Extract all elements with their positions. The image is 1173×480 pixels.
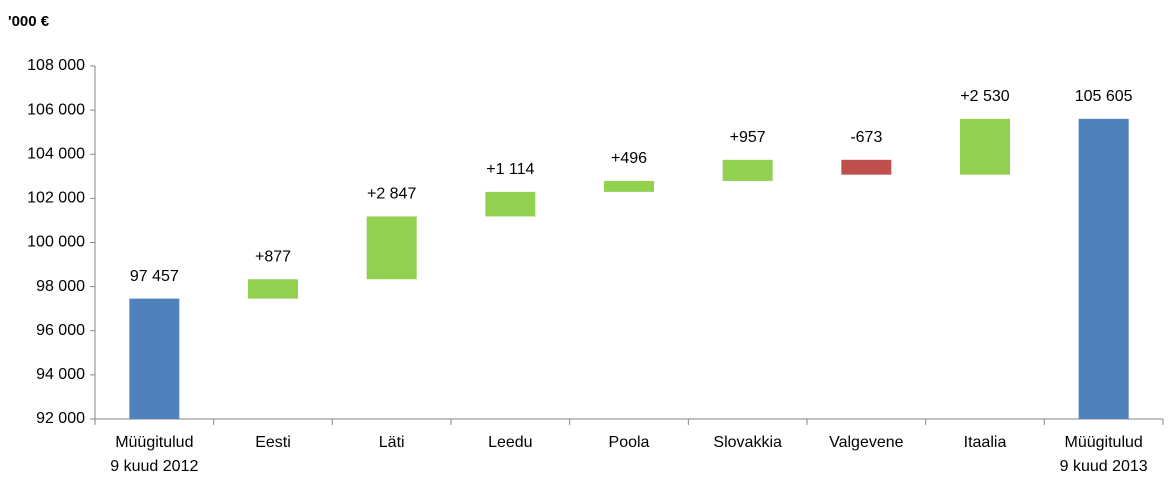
x-tick-label: Müügitulud 9 kuud 2012 bbox=[110, 434, 198, 475]
bar bbox=[1078, 118, 1129, 419]
bar bbox=[485, 191, 536, 217]
bar bbox=[722, 159, 773, 181]
y-tick-label: 100 000 bbox=[27, 234, 85, 251]
data-label: +2 530 bbox=[960, 88, 1009, 105]
bar bbox=[366, 216, 417, 280]
x-tick-label: Läti bbox=[379, 434, 405, 451]
y-tick-label: 96 000 bbox=[36, 322, 85, 339]
axis-unit-label: '000 € bbox=[8, 13, 50, 30]
x-tick-label: Slovakkia bbox=[713, 434, 782, 451]
x-tick-label: Itaalia bbox=[964, 434, 1007, 451]
x-tick-label: Müügitulud 9 kuud 2013 bbox=[1060, 434, 1148, 475]
bar bbox=[248, 279, 298, 299]
data-label: 97 457 bbox=[130, 268, 179, 285]
y-tick-label: 98 000 bbox=[36, 278, 85, 295]
bar bbox=[604, 180, 654, 192]
y-tick-label: 106 000 bbox=[27, 101, 85, 118]
x-tick-label: Poola bbox=[609, 434, 650, 451]
bar bbox=[129, 298, 180, 419]
data-label: -673 bbox=[850, 129, 882, 146]
y-tick-label: 92 000 bbox=[36, 410, 85, 427]
y-tick-label: 108 000 bbox=[27, 57, 85, 74]
y-tick-label: 102 000 bbox=[27, 190, 85, 207]
data-label: 105 605 bbox=[1075, 88, 1133, 105]
data-label: +1 114 bbox=[486, 161, 534, 178]
y-tick-label: 104 000 bbox=[27, 145, 85, 162]
data-label: +877 bbox=[255, 248, 291, 265]
y-tick-label: 94 000 bbox=[36, 366, 85, 383]
x-tick-label: Valgevene bbox=[829, 434, 904, 451]
data-label: +2 847 bbox=[367, 186, 416, 203]
bar bbox=[841, 159, 892, 175]
data-label: +957 bbox=[730, 129, 766, 146]
bar bbox=[960, 118, 1010, 175]
x-tick-label: Eesti bbox=[255, 434, 291, 451]
x-tick-label: Leedu bbox=[488, 434, 533, 451]
data-label: +496 bbox=[611, 150, 647, 167]
